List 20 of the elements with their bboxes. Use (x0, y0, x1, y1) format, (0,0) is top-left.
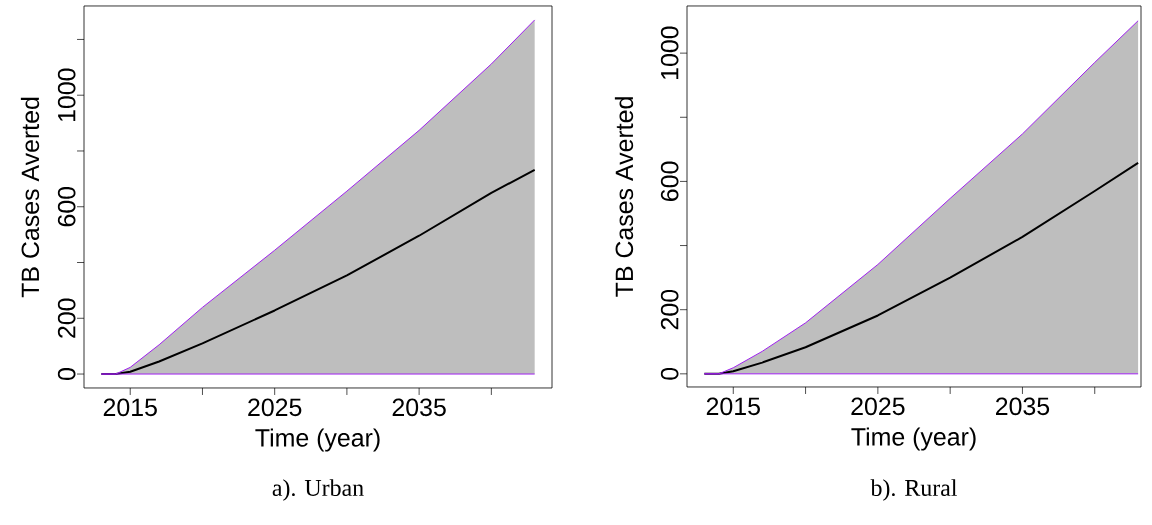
x-tick-label: 2015 (706, 397, 760, 416)
y-tick-label: 1000 (57, 68, 76, 122)
x-tick-label: 2025 (851, 397, 905, 416)
y-axis-title: TB Cases Averted (614, 97, 634, 297)
x-tick-label: 2015 (103, 398, 157, 417)
y-tick-label: 1000 (660, 26, 679, 79)
y-tick-label: 200 (57, 298, 76, 338)
text: b). Rural (870, 479, 957, 501)
y-tick-label: 0 (57, 368, 76, 380)
x-axis-title: Time (year) (255, 428, 380, 452)
y-tick-label: 600 (660, 161, 679, 201)
x-tick-label: 2025 (248, 398, 302, 417)
x-tick-label: 2035 (392, 398, 446, 417)
y-tick-label: 600 (57, 186, 76, 227)
y-tick-label: 0 (660, 367, 679, 380)
x-tick-label: 2035 (996, 397, 1050, 416)
y-axis-title: TB Cases Averted (20, 97, 40, 298)
x-axis-title: Time (year) (851, 427, 976, 451)
y-tick-label: 200 (660, 289, 679, 330)
text: a). Urban (272, 479, 364, 501)
